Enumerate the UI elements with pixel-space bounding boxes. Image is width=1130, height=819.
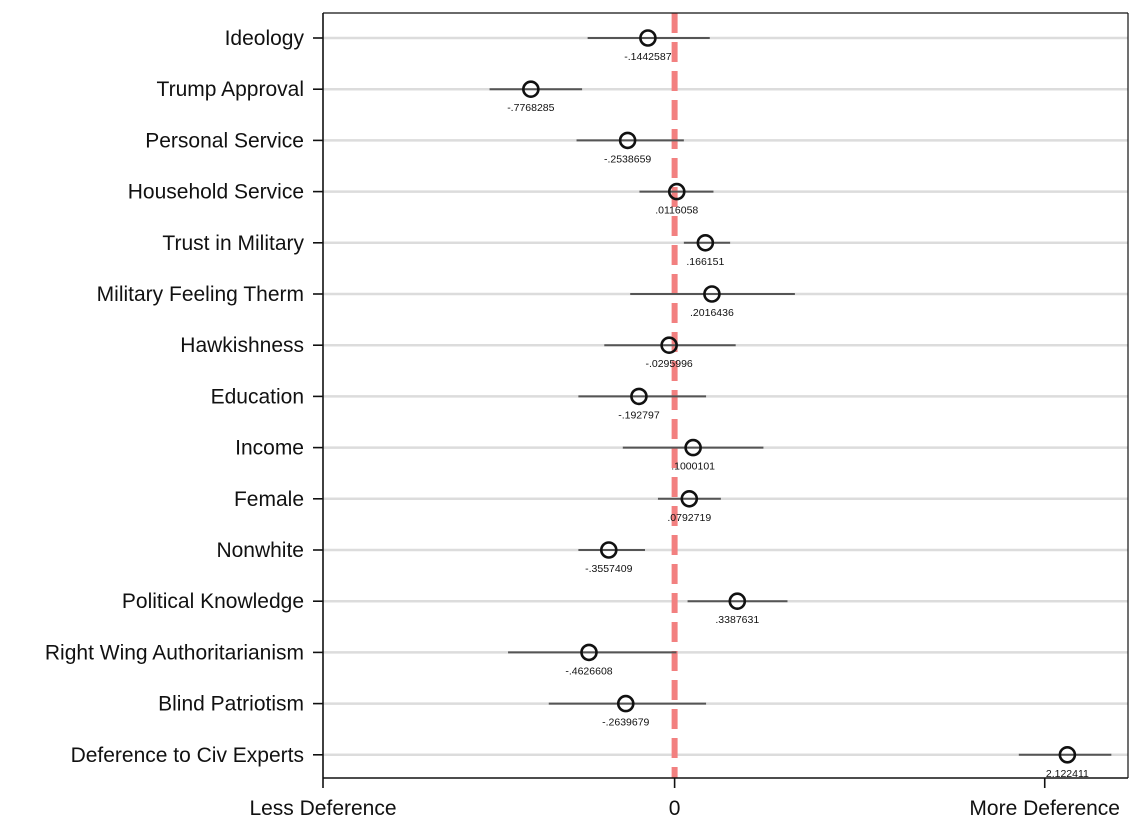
estimate-marker [680,489,699,508]
estimate-value-label: -.1442587 [624,51,671,63]
category-label: Trust in Military [162,232,304,255]
estimate-marker [660,336,678,355]
estimate-marker [1058,745,1077,764]
point-estimates [522,29,1077,764]
estimate-value-label: -.7768285 [507,102,554,114]
category-label: Education [211,385,304,408]
estimate-value-label: -.0295996 [645,358,692,370]
category-label: Income [235,437,304,460]
estimate-value-label: .166151 [686,256,724,268]
estimate-marker [703,285,721,303]
estimate-value-label: 2.122411 [1046,768,1089,780]
estimate-marker [684,438,702,457]
x-tick-label: More Deference [969,797,1120,819]
value-labels: -.1442587 -.7768285 -.2538659 .0116058 .1661… [507,51,1089,780]
estimate-marker [616,694,635,713]
estimate-value-label: .1000101 [671,461,715,473]
category-labels: Ideology Trump Approval Personal Service Ho… [45,27,305,767]
gridlines [323,36,1128,757]
category-label: Household Service [128,181,304,204]
category-label: Personal Service [145,129,304,152]
category-label: Military Feeling Therm [97,283,304,306]
estimate-marker [728,592,747,611]
x-tick-label: 0 [669,797,681,819]
estimate-value-label: -.2538659 [604,153,651,165]
estimate-value-label: -.3557409 [585,563,632,575]
estimate-value-label: .2016436 [690,307,734,319]
estimate-marker [667,182,686,201]
category-label: Ideology [225,27,305,50]
estimate-marker [522,80,540,98]
estimate-value-label: -.192797 [618,409,660,421]
category-label: Right Wing Authoritarianism [45,641,304,664]
estimate-marker [599,541,618,559]
estimate-marker [630,387,648,406]
category-label: Hawkishness [180,334,304,357]
estimate-marker [580,643,598,662]
estimate-value-label: .0116058 [655,205,698,217]
confidence-intervals [489,37,1112,756]
category-label: Blind Patriotism [158,693,304,716]
category-label: Trump Approval [157,78,304,101]
estimate-value-label: .0792719 [667,512,711,524]
x-tick-label: Less Deference [249,797,396,819]
estimate-value-label: -.2639679 [602,717,649,729]
estimate-marker [639,29,657,47]
category-label: Nonwhite [216,539,304,562]
axes: Less Deference 0 More Deference [249,12,1129,819]
estimate-value-label: -.4626608 [565,665,612,677]
category-label: Female [234,488,304,511]
estimate-marker [618,131,637,150]
category-label: Deference to Civ Experts [71,744,304,767]
estimate-value-label: .3387631 [715,614,759,626]
category-label: Political Knowledge [122,590,304,613]
estimate-marker [696,234,715,252]
